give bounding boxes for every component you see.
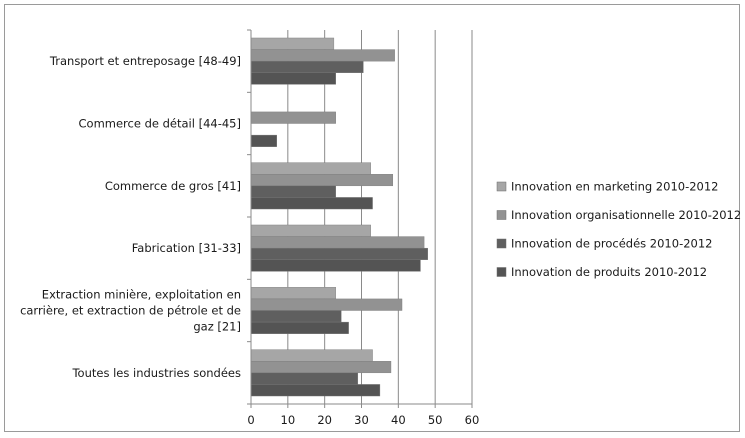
legend: Innovation en marketing 2010-2012 Innovat… (496, 180, 741, 279)
bar (250, 111, 336, 124)
legend-swatch (496, 210, 507, 220)
bar (250, 361, 392, 374)
legend-swatch (496, 238, 507, 249)
x-tick-label: 60 (465, 413, 480, 427)
bar (250, 185, 336, 198)
category-label-line: Commerce de détail [44-45] (79, 117, 241, 131)
x-tick-label: 50 (428, 413, 443, 427)
x-tick-label: 30 (354, 413, 369, 427)
legend-label: Innovation de procédés 2010-2012 (511, 237, 713, 251)
category-label-line: carrière, et extraction de pétrole et de (20, 304, 241, 318)
bar (250, 321, 349, 334)
bar (250, 372, 359, 385)
bar (250, 60, 364, 73)
bar (250, 49, 395, 62)
category-label: Commerce de gros [41] (105, 179, 241, 193)
bar (250, 224, 371, 237)
bar (250, 162, 371, 175)
x-tick-label: 0 (247, 413, 254, 427)
gridlines (287, 30, 473, 404)
axis (247, 29, 473, 408)
bar (250, 298, 403, 311)
x-tick-label: 20 (317, 413, 332, 427)
bar (250, 72, 336, 85)
category-label: Fabrication [31-33] (132, 241, 241, 255)
bars (250, 37, 429, 397)
bar (250, 349, 373, 362)
chart-frame: Transport et entreposage [48-49] Commerce… (4, 4, 741, 432)
x-tick-label: 40 (391, 413, 406, 427)
category-label: Extraction minière, exploitation en carri… (20, 288, 241, 334)
category-label: Commerce de détail [44-45] (79, 117, 241, 131)
category-label-line: Extraction minière, exploitation en (42, 288, 241, 302)
legend-swatch (496, 267, 507, 277)
bar (250, 259, 421, 272)
chart: Transport et entreposage [48-49] Commerce… (20, 29, 741, 427)
legend-swatch (496, 181, 507, 192)
category-label-line: Transport et entreposage [48-49] (49, 54, 241, 68)
bar (250, 134, 277, 147)
bar (250, 287, 336, 300)
legend-label: Innovation organisationnelle 2010-2012 (511, 208, 741, 222)
category-label-line: Toutes les industries sondées (71, 366, 241, 380)
bar (250, 310, 342, 323)
bar (250, 236, 425, 249)
tick-labels: 0 10 20 30 40 50 60 (247, 413, 479, 427)
x-tick-label: 10 (281, 413, 296, 427)
legend-label: Innovation en marketing 2010-2012 (511, 180, 719, 194)
category-label-line: gaz [21] (193, 320, 241, 334)
bar (250, 174, 394, 187)
bar (250, 247, 429, 260)
legend-label: Innovation de produits 2010-2012 (511, 265, 707, 279)
category-label-line: Fabrication [31-33] (132, 241, 241, 255)
bar (250, 384, 381, 397)
category-label: Transport et entreposage [48-49] (49, 54, 241, 68)
category-label: Toutes les industries sondées (71, 366, 241, 380)
category-label-line: Commerce de gros [41] (105, 179, 241, 193)
bar (250, 37, 335, 50)
category-labels: Transport et entreposage [48-49] Commerce… (20, 54, 241, 380)
bar (250, 197, 373, 210)
